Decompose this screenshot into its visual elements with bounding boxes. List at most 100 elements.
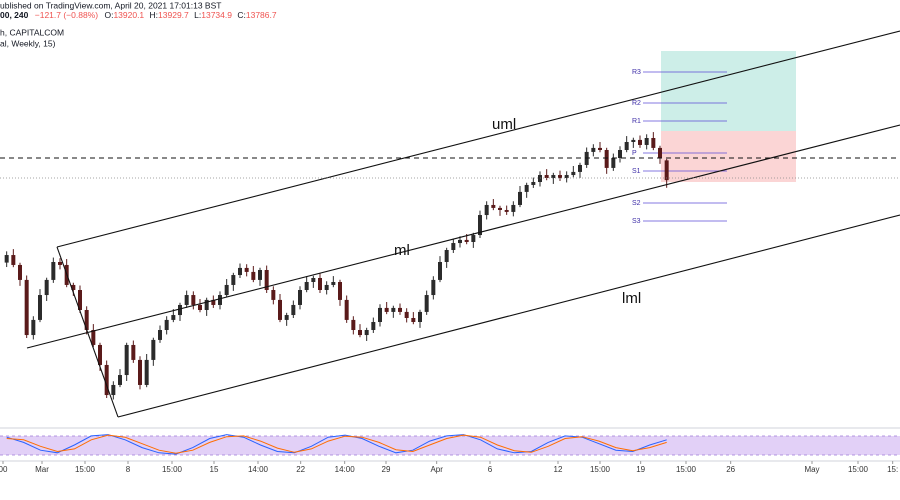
candle-body xyxy=(478,215,482,236)
candle-body xyxy=(298,290,302,305)
x-tick-label: 29 xyxy=(382,465,391,474)
candle-body xyxy=(324,284,329,290)
candle-body xyxy=(511,204,516,212)
ohlc-label: O: xyxy=(104,10,113,20)
candle-body xyxy=(264,270,269,290)
candle-body xyxy=(184,295,189,305)
candle-body xyxy=(464,239,469,242)
candle-body xyxy=(38,295,42,320)
candle-body xyxy=(71,284,76,290)
candle-body xyxy=(271,290,276,300)
candle-body xyxy=(258,270,262,280)
candle-body xyxy=(318,278,322,290)
ohlc-value: 13734.9 xyxy=(201,10,232,20)
candle-body xyxy=(224,284,229,296)
candle-body xyxy=(251,271,256,280)
candle-body xyxy=(644,138,649,145)
x-tick-label: 12 xyxy=(554,465,563,474)
pivot-label: R3 xyxy=(632,69,641,76)
candle-body xyxy=(631,139,636,142)
annotation: lml xyxy=(622,290,641,307)
candle-body xyxy=(111,384,116,396)
candle-body xyxy=(384,307,389,312)
x-tick-label: Apr xyxy=(430,465,443,474)
candle-body xyxy=(331,282,336,285)
x-tick-label: 15 xyxy=(210,465,219,474)
ohlc-value: 13929.7 xyxy=(158,10,189,20)
x-tick-label: 6 xyxy=(488,465,493,474)
change: −121.7 (−0.88%) xyxy=(35,10,98,20)
candle-body xyxy=(231,275,236,285)
x-tick-label: 19 xyxy=(636,465,645,474)
candle-body xyxy=(391,307,396,312)
loss-zone xyxy=(661,131,796,182)
candle-body xyxy=(31,319,36,336)
x-tick-label: 14:00 xyxy=(248,465,269,474)
candle-body xyxy=(171,315,176,320)
candle-body xyxy=(178,304,182,316)
pivot-label: R1 xyxy=(632,118,641,125)
ohlc-label: H: xyxy=(150,10,159,20)
candle-body xyxy=(491,204,496,208)
stochastic xyxy=(6,434,667,455)
candle-body xyxy=(471,235,476,242)
candle-body xyxy=(398,307,402,312)
candle-body xyxy=(4,255,9,263)
candle-body xyxy=(351,319,356,330)
x-tick-label: 26 xyxy=(726,465,735,474)
candle-body xyxy=(404,311,409,318)
candle-body xyxy=(518,191,522,205)
candle-body xyxy=(484,204,489,216)
pivot-label: R2 xyxy=(632,100,641,107)
candle-body xyxy=(658,147,662,158)
published-line: ublished on TradingView.com, April 20, 2… xyxy=(0,0,221,10)
x-tick-label: 00 xyxy=(0,465,8,474)
profit-zone xyxy=(661,51,796,131)
x-tick-label: Mar xyxy=(35,465,49,474)
candle-body xyxy=(444,250,449,262)
annotation: uml xyxy=(492,116,516,133)
candle-body xyxy=(124,344,129,376)
candle-body xyxy=(571,171,576,176)
x-tick-label: 15:00 xyxy=(676,465,697,474)
candle-body xyxy=(338,282,342,300)
candle-body xyxy=(11,255,16,265)
candle-body xyxy=(591,147,596,152)
candle-body xyxy=(284,315,289,320)
candle-body xyxy=(364,330,369,336)
candle-body xyxy=(191,295,196,305)
candle-body xyxy=(504,210,509,212)
pivot-label: P xyxy=(632,150,637,157)
candle-body xyxy=(84,310,89,330)
candle-body xyxy=(524,184,529,192)
candle-body xyxy=(538,175,542,182)
annotation: ml xyxy=(394,242,410,259)
candle-body xyxy=(304,282,309,290)
ohlc-value: 13786.7 xyxy=(246,10,277,20)
candle-body xyxy=(118,375,122,385)
candle-body xyxy=(624,142,629,150)
x-axis: 00 Mar 15:00 8 15:00 15 14:00 22 14:00 29 Apr 6 12 15… xyxy=(0,461,898,474)
candle-body xyxy=(458,239,462,244)
x-tick-label: 15: xyxy=(887,465,898,474)
candle-body xyxy=(211,299,216,305)
candle-body xyxy=(598,147,602,150)
candle-body xyxy=(151,339,156,360)
pivot-label: S3 xyxy=(632,218,641,225)
candle-body xyxy=(618,150,622,158)
candle-body xyxy=(238,267,242,276)
ohlc-label: C: xyxy=(237,10,246,20)
candle-body xyxy=(218,295,222,305)
candle-body xyxy=(438,262,442,280)
stochastic-band xyxy=(0,436,900,455)
candle-body xyxy=(104,364,109,396)
candle-body xyxy=(544,175,549,178)
candle-body xyxy=(138,359,142,385)
candle-body xyxy=(51,262,56,280)
candle-body xyxy=(244,267,249,272)
candle-body xyxy=(344,299,349,320)
candle-body xyxy=(158,330,162,340)
candle-body xyxy=(371,322,376,330)
x-tick-label: 15:00 xyxy=(848,465,869,474)
